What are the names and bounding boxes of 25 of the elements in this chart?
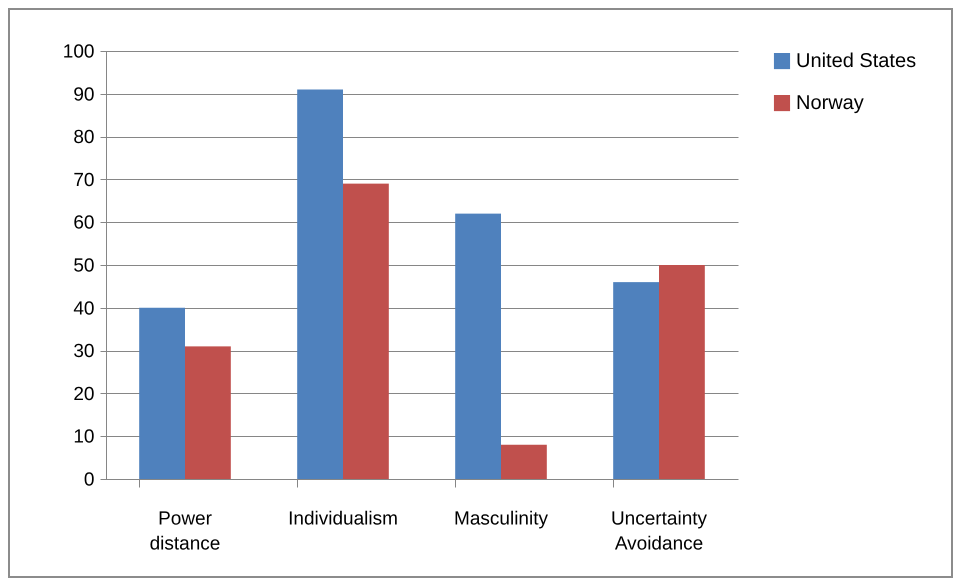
bar [659,265,705,479]
legend-label: Norway [796,92,864,114]
bar [501,444,547,479]
y-tick-label: 70 [73,170,94,191]
y-tick-label: 50 [73,256,94,276]
y-tick-label: 90 [73,84,94,106]
y-tick-label: 30 [73,341,94,362]
y-tick-label: 100 [62,42,94,62]
bar [185,346,231,479]
y-tick-label: 60 [73,212,94,234]
y-tick-label: 40 [73,298,94,320]
x-tick-label: Uncertainty Avoidance [610,508,708,554]
x-tick-label: Individualism [288,508,398,530]
y-tick-label: 10 [73,426,94,448]
y-tick-label: 20 [73,384,94,405]
bar [139,308,185,479]
bar [297,90,343,479]
bar [613,282,659,479]
x-tick-label: Power distance [150,508,220,554]
bar [455,214,501,479]
legend-label: United States [796,50,916,72]
x-tick-label: Masculinity [454,508,548,530]
y-tick-label: 0 [84,470,94,490]
y-tick-label: 80 [73,127,94,148]
bar [343,184,389,479]
